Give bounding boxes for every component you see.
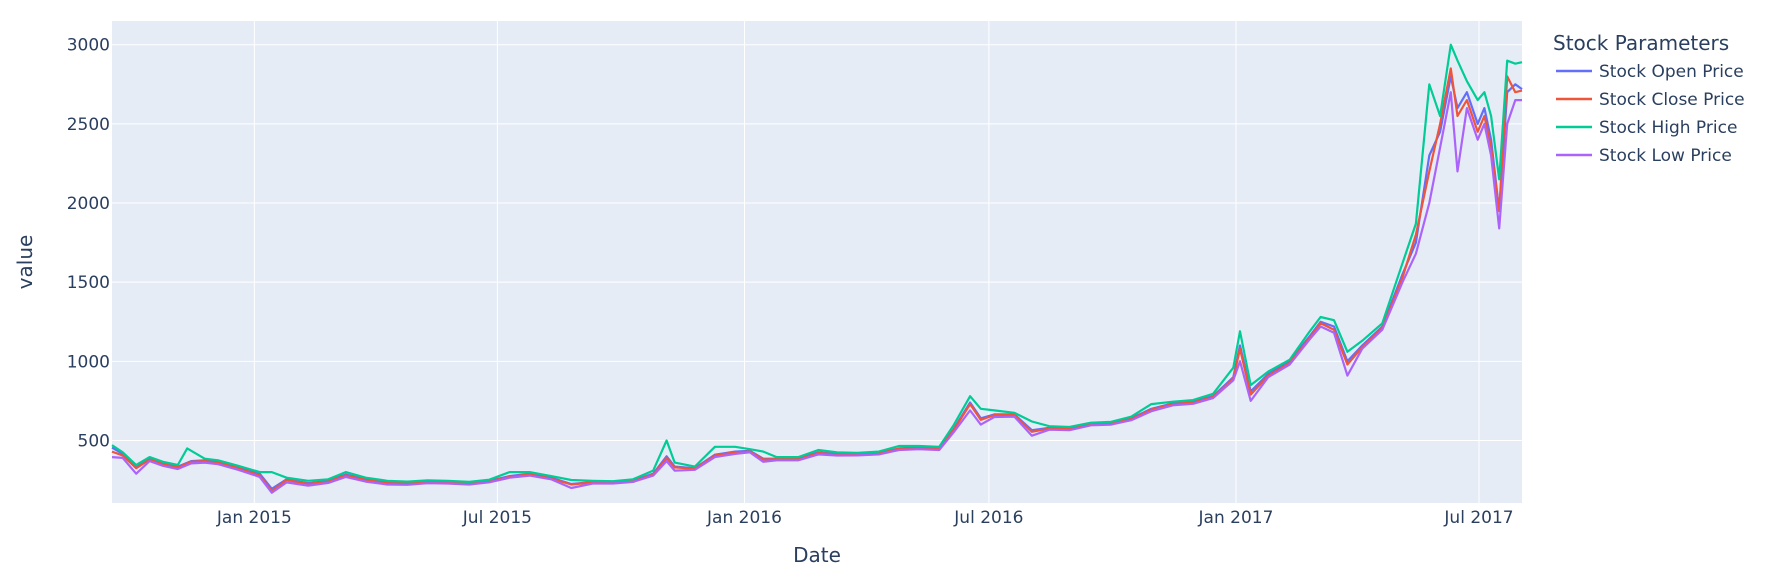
y-tick-label: 500 — [78, 431, 110, 451]
x-tick-label: Jan 2017 — [1198, 508, 1274, 528]
legend: Stock Parameters Stock Open Price Stock C… — [1553, 31, 1745, 166]
legend-title: Stock Parameters — [1553, 31, 1729, 55]
legend-item-stock-open-price[interactable]: Stock Open Price — [1556, 62, 1744, 82]
x-tick-label: Jul 2017 — [1443, 508, 1513, 528]
series-line-stock-high-price — [111, 43, 1523, 483]
legend-label: Stock Open Price — [1599, 62, 1744, 82]
x-tick-label: Jan 2016 — [706, 508, 782, 528]
x-axis-title: Date — [793, 543, 841, 567]
legend-item-stock-close-price[interactable]: Stock Close Price — [1556, 90, 1745, 110]
y-tick-label: 1500 — [67, 273, 110, 293]
x-tick-label: Jul 2016 — [953, 508, 1023, 528]
legend-items: Stock Open Price Stock Close Price Stock H… — [1556, 62, 1745, 166]
legend-item-stock-high-price[interactable]: Stock High Price — [1556, 118, 1737, 138]
x-tick-label: Jul 2015 — [462, 508, 532, 528]
grid-lines — [112, 21, 1522, 503]
x-tick-label: Jan 2015 — [216, 508, 292, 528]
y-tick-label: 1000 — [67, 352, 110, 372]
series-line-stock-low-price — [111, 91, 1522, 494]
plot-background — [112, 21, 1522, 503]
legend-label: Stock Low Price — [1599, 146, 1732, 166]
series-lines — [111, 43, 1523, 494]
legend-label: Stock Close Price — [1599, 90, 1745, 110]
legend-item-stock-low-price[interactable]: Stock Low Price — [1556, 146, 1732, 166]
y-tick-label: 2500 — [67, 115, 110, 135]
y-tick-label: 2000 — [67, 194, 110, 214]
x-axis-ticks: Jan 2015 Jul 2015 Jan 2016 Jul 2016 Jan 2017… — [216, 508, 1514, 528]
legend-label: Stock High Price — [1599, 118, 1737, 138]
y-axis-ticks: 500 1000 1500 2000 2500 3000 — [67, 36, 110, 452]
y-axis-title: value — [13, 235, 37, 290]
y-tick-label: 3000 — [67, 36, 110, 56]
